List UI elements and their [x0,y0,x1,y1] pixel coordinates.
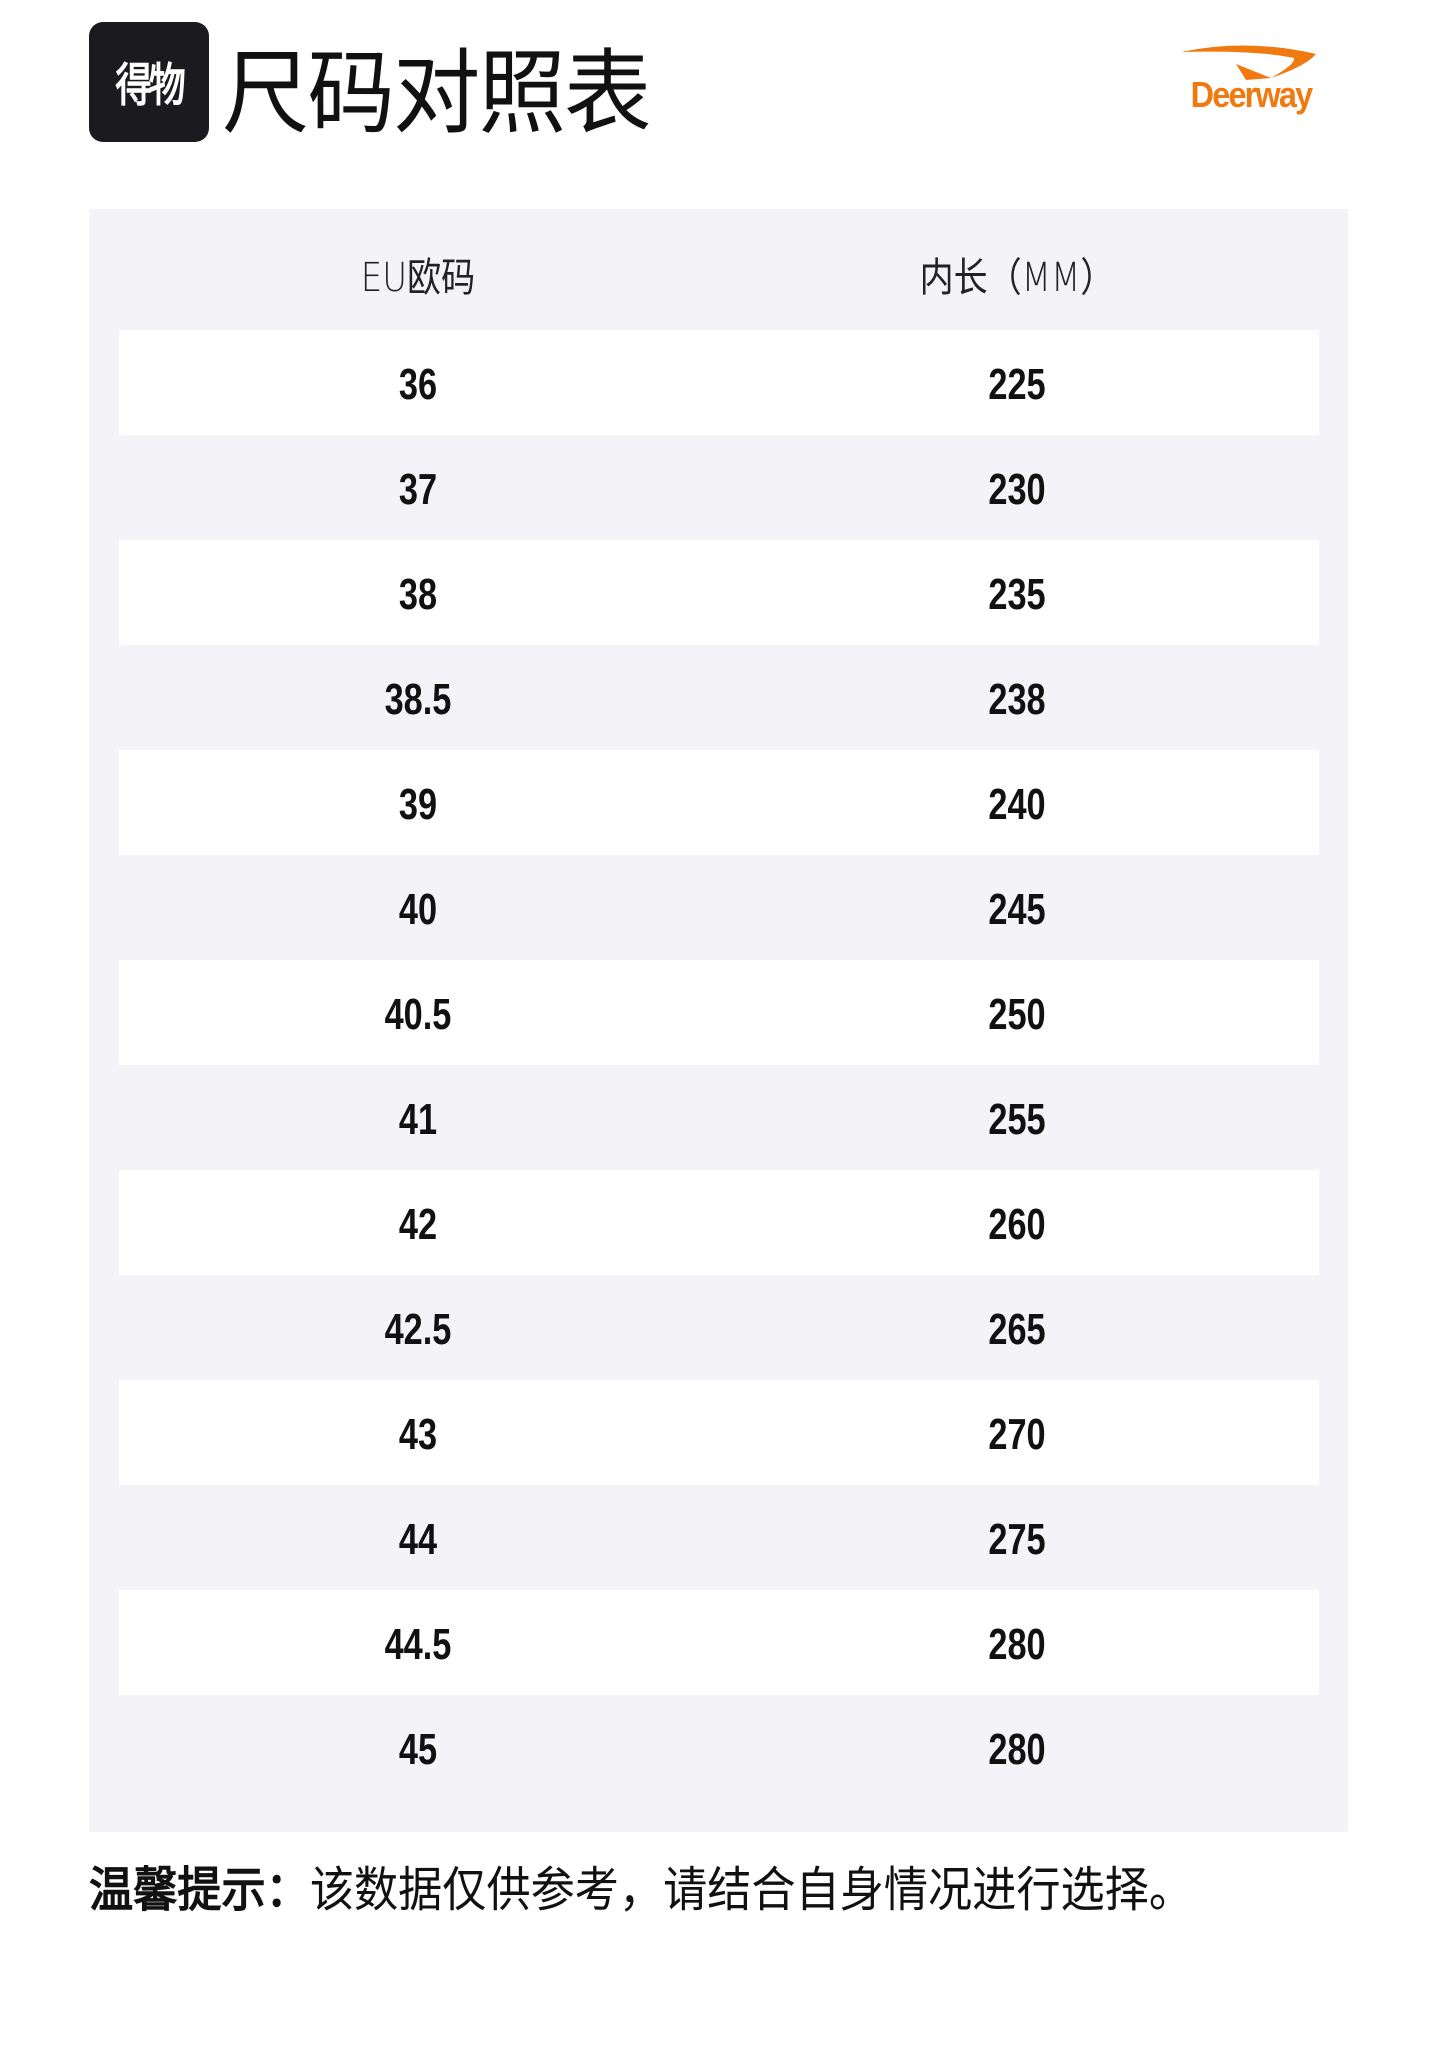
inner-length-cell: 270 [988,1410,1046,1459]
table-row: 43 270 [119,1380,1319,1485]
app-logo: 得物 [89,22,209,142]
inner-length-cell: 225 [988,360,1046,409]
eu-size-cell: 37 [398,465,438,514]
eu-size-cell: 39 [398,780,438,829]
inner-length-cell: 238 [988,675,1046,724]
inner-length-cell: 250 [988,990,1046,1039]
table-row: 41 255 [119,1065,1319,1170]
inner-length-cell: 255 [988,1095,1046,1144]
table-header: EU欧码 内长（MM） [89,209,1348,330]
inner-length-cell: 260 [988,1200,1046,1249]
table-row: 42.5 265 [119,1275,1319,1380]
eu-size-cell: 44.5 [384,1620,452,1669]
inner-length-cell: 280 [988,1725,1046,1774]
brand-swoosh-icon [1181,45,1316,80]
inner-length-cell: 245 [988,885,1046,934]
inner-length-cell: 235 [988,570,1046,619]
column-header-inner-length: 内长（MM） [919,255,1115,301]
table-row: 40 245 [119,855,1319,960]
table-row: 44.5 280 [119,1590,1319,1695]
brand-logo-text: Deerway [1190,74,1313,115]
eu-size-cell: 40.5 [384,990,452,1039]
eu-size-cell: 36 [398,360,438,409]
inner-length-cell: 230 [988,465,1046,514]
tip-text: 该数据仅供参考，请结合自身情况进行选择。 [309,1862,1194,1918]
eu-size-cell: 42.5 [384,1305,452,1354]
table-row: 45 280 [119,1695,1319,1800]
app-logo-text: 得物 [115,58,185,112]
eu-size-cell: 38 [398,570,438,619]
table-row: 44 275 [119,1485,1319,1590]
inner-length-cell: 265 [988,1305,1046,1354]
size-chart-table: EU欧码 内长（MM） 36 225 37 230 38 235 38.5 238 39 240 4… [89,209,1348,1832]
inner-length-cell: 280 [988,1620,1046,1669]
page-title: 尺码对照表 [222,40,651,147]
tip-note: 温馨提示：该数据仅供参考，请结合自身情况进行选择。 [89,1850,1193,1920]
eu-size-cell: 41 [398,1095,438,1144]
eu-size-cell: 42 [398,1200,438,1249]
eu-size-cell: 38.5 [384,675,452,724]
brand-logo: Deerway [1176,44,1326,124]
eu-size-cell: 43 [398,1410,438,1459]
column-header-eu-size: EU欧码 [360,255,476,301]
table-row: 36 225 [119,330,1319,435]
table-row: 37 230 [119,435,1319,540]
table-row: 39 240 [119,750,1319,855]
inner-length-cell: 275 [988,1515,1046,1564]
table-row: 42 260 [119,1170,1319,1275]
eu-size-cell: 44 [398,1515,438,1564]
table-row: 40.5 250 [119,960,1319,1065]
table-row: 38.5 238 [119,645,1319,750]
table-row: 38 235 [119,540,1319,645]
eu-size-cell: 45 [398,1725,438,1774]
eu-size-cell: 40 [398,885,438,934]
inner-length-cell: 240 [988,780,1046,829]
tip-label: 温馨提示： [89,1862,310,1918]
